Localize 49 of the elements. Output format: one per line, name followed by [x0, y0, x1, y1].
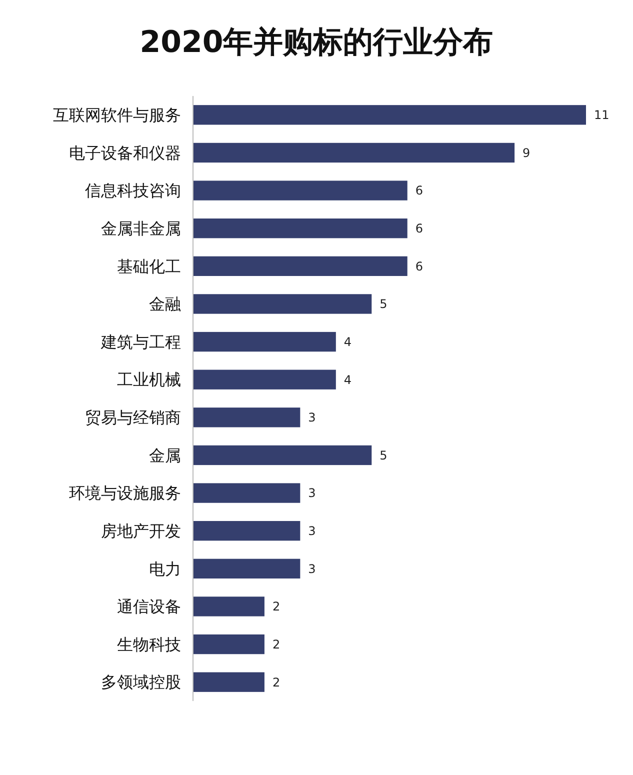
- y-tick-label: 工业机械: [117, 370, 181, 390]
- bar: [193, 521, 300, 541]
- data-label: 9: [522, 146, 530, 160]
- bar: [193, 483, 300, 503]
- y-tick-label: 建筑与工程: [100, 332, 181, 352]
- y-tick-label: 贸易与经销商: [85, 408, 181, 428]
- data-label: 3: [308, 562, 316, 576]
- bar: [193, 672, 264, 692]
- bar: [193, 218, 408, 238]
- bar: [193, 332, 336, 352]
- data-label: 3: [308, 486, 316, 500]
- data-label: 6: [415, 222, 424, 236]
- data-label: 5: [380, 448, 388, 462]
- data-label: 6: [415, 259, 424, 274]
- y-tick-label: 金融: [149, 294, 181, 314]
- bar: [193, 558, 300, 578]
- y-tick-label: 信息科技咨询: [85, 181, 181, 200]
- y-tick-label: 通信设备: [117, 597, 181, 616]
- y-tick-label: 房地产开发: [101, 521, 181, 540]
- data-label: 3: [308, 410, 316, 425]
- data-label: 3: [308, 524, 316, 538]
- data-label: 11: [594, 108, 610, 122]
- bar: [193, 370, 336, 390]
- data-label: 4: [344, 372, 352, 387]
- bar: [193, 180, 408, 200]
- y-tick-label: 互联网软件与服务: [53, 106, 181, 125]
- bar: [193, 596, 264, 616]
- y-tick-label: 环境与设施服务: [69, 484, 181, 503]
- bar: [193, 256, 408, 276]
- y-tick-label: 生物科技: [117, 634, 181, 654]
- bar: [193, 408, 300, 428]
- data-label: 6: [415, 184, 424, 198]
- data-label: 4: [344, 334, 352, 349]
- bar: [193, 142, 515, 163]
- data-label: 2: [272, 637, 280, 652]
- chart-title: 2020年并购标的行业分布: [140, 25, 494, 60]
- data-label: 2: [272, 675, 280, 690]
- bar: [193, 294, 372, 314]
- bar: [193, 634, 264, 654]
- bar: [193, 105, 586, 125]
- bar: [193, 445, 372, 466]
- y-tick-label: 电力: [149, 559, 181, 578]
- y-tick-label: 基础化工: [117, 256, 181, 276]
- data-label: 2: [272, 600, 280, 614]
- y-tick-label: 金属非金属: [101, 218, 181, 238]
- y-tick-label: 金属: [149, 446, 181, 465]
- y-tick-label: 多领域控股: [101, 672, 181, 692]
- y-tick-label: 电子设备和仪器: [69, 143, 181, 162]
- data-label: 5: [380, 297, 388, 312]
